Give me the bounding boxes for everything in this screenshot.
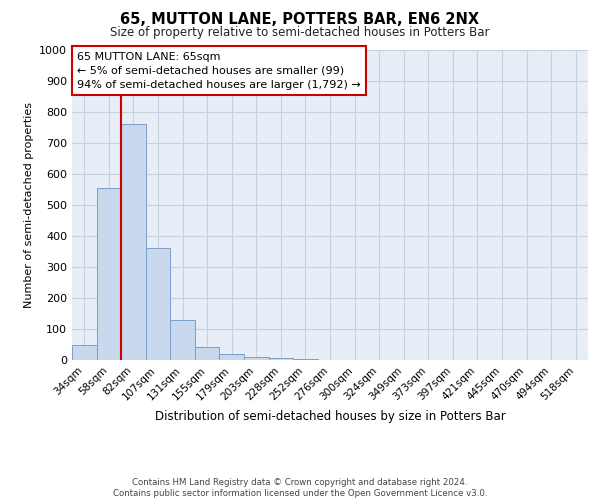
Bar: [244, 357, 269, 360]
Bar: [121, 124, 146, 360]
Text: 65 MUTTON LANE: 65sqm
← 5% of semi-detached houses are smaller (99)
94% of semi-: 65 MUTTON LANE: 65sqm ← 5% of semi-detac…: [77, 52, 361, 90]
Bar: [220, 354, 244, 360]
Text: Contains HM Land Registry data © Crown copyright and database right 2024.
Contai: Contains HM Land Registry data © Crown c…: [113, 478, 487, 498]
Bar: [269, 358, 293, 360]
Text: 65, MUTTON LANE, POTTERS BAR, EN6 2NX: 65, MUTTON LANE, POTTERS BAR, EN6 2NX: [121, 12, 479, 28]
Bar: [195, 347, 220, 360]
Bar: [97, 188, 121, 360]
Bar: [146, 248, 170, 360]
Bar: [72, 344, 97, 360]
Bar: [170, 320, 195, 360]
Text: Size of property relative to semi-detached houses in Potters Bar: Size of property relative to semi-detach…: [110, 26, 490, 39]
Y-axis label: Number of semi-detached properties: Number of semi-detached properties: [23, 102, 34, 308]
X-axis label: Distribution of semi-detached houses by size in Potters Bar: Distribution of semi-detached houses by …: [155, 410, 505, 423]
